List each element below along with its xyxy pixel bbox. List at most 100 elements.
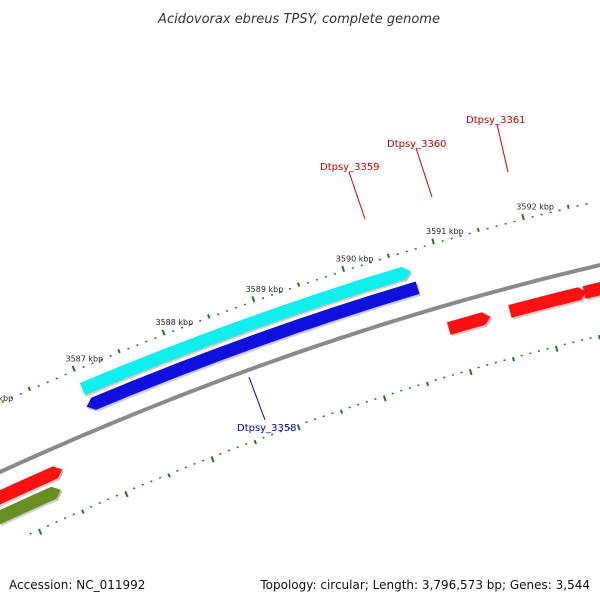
scale-tick	[55, 377, 58, 380]
scale-tick	[136, 344, 139, 347]
scale-tick	[207, 314, 211, 319]
scale-tick	[176, 469, 179, 472]
gene-arrow[interactable]	[0, 486, 61, 525]
gene-label-leader	[248, 376, 266, 421]
scale-tick	[72, 513, 76, 516]
scale-tick	[10, 396, 14, 399]
tick-label: 3590 kbp	[336, 254, 374, 263]
scale-tick	[365, 400, 369, 403]
gene-arrow[interactable]	[79, 266, 411, 395]
gene-label[interactable]: Dtpsy_3358	[237, 423, 297, 434]
scale-tick	[566, 204, 570, 210]
gene-labels: Dtpsy_3358 Dtpsy_3359 Dtpsy_3360 Dtpsy_3361	[237, 115, 526, 434]
scale-tick	[190, 323, 193, 326]
tick-label: 3586 kbp	[0, 394, 13, 403]
scale-tick	[261, 297, 265, 300]
scale-tick	[476, 227, 480, 232]
gene-label-leader	[415, 147, 433, 198]
scale-tick	[225, 309, 229, 313]
scale-tick	[63, 517, 67, 520]
scale-tick	[511, 356, 515, 362]
gene-label-leader	[348, 171, 366, 220]
scale-tick	[341, 265, 346, 273]
accession-text: Accession: NC_011992	[9, 578, 146, 592]
gene-arrow[interactable]	[582, 277, 600, 299]
scale-tick	[333, 272, 337, 275]
scale-tick	[253, 439, 257, 445]
scale-tick	[555, 345, 559, 352]
scale-tick	[89, 505, 93, 508]
scale-tick	[288, 287, 292, 290]
scale-tick	[181, 326, 184, 329]
gene-arrow[interactable]	[0, 466, 63, 508]
tick-label: 3589 kbp	[246, 285, 284, 294]
scale-tick	[227, 449, 231, 452]
scale-tick	[167, 473, 171, 478]
scale-tick	[141, 483, 145, 486]
gene-arrow[interactable]	[508, 287, 587, 318]
scale-tick	[19, 392, 23, 395]
scale-tick	[322, 415, 325, 418]
scale-tick	[193, 462, 196, 465]
scale-tick	[71, 365, 76, 372]
scale-tick	[339, 409, 344, 414]
scale-tick	[115, 494, 119, 497]
scale-tick	[132, 487, 136, 490]
scale-tick	[425, 381, 430, 387]
scale-tick	[150, 480, 153, 483]
scale-tick	[158, 476, 162, 479]
scale-tick	[55, 520, 58, 523]
scale-tick	[172, 330, 175, 333]
scale-tick	[127, 347, 130, 350]
scale-tick	[270, 433, 274, 436]
scale-tick	[234, 306, 238, 309]
scale-tick	[288, 427, 291, 430]
scale-tick	[46, 524, 50, 527]
gene-features	[0, 266, 600, 528]
scale-tick	[198, 319, 202, 322]
scale-tick	[313, 418, 317, 421]
scale-tick	[468, 368, 473, 376]
gene-label[interactable]: Dtpsy_3359	[320, 162, 380, 173]
gene-highlight	[0, 479, 59, 508]
gene-label-leader	[496, 123, 509, 173]
scale-tick	[382, 395, 387, 402]
scale-tick	[279, 290, 283, 293]
scale-tick	[145, 340, 148, 343]
scale-tick	[184, 466, 188, 469]
scale-tick	[306, 281, 310, 284]
scale-tick	[279, 430, 282, 433]
scale-tick	[351, 267, 355, 270]
scale-tick	[100, 358, 103, 361]
scale-tick	[29, 532, 32, 535]
scale-tick	[201, 459, 205, 462]
scale-tick	[251, 296, 256, 303]
gene-label[interactable]: Dtpsy_3360	[387, 139, 447, 150]
scale-tick	[27, 386, 32, 392]
gene-highlight	[0, 499, 57, 528]
scale-tick	[521, 213, 525, 221]
scale-tick	[46, 381, 49, 384]
scale-tick	[117, 348, 121, 354]
tick-label: 3587 kbp	[66, 355, 104, 364]
scale-tick	[405, 250, 408, 253]
scale-tick	[1, 400, 5, 403]
scale-tick	[161, 329, 166, 336]
tick-label: 3591 kbp	[426, 227, 464, 236]
scale-tick	[357, 403, 360, 406]
scale-tick	[98, 501, 101, 505]
scale-tick	[348, 406, 351, 409]
gene-highlight	[84, 280, 406, 398]
scale-tick	[37, 385, 41, 388]
gene-arrow[interactable]	[446, 312, 491, 335]
scale-tick	[305, 421, 308, 424]
gene-arrow[interactable]	[86, 281, 420, 410]
scale-tick	[210, 456, 215, 463]
scale-tick	[262, 436, 265, 439]
gene-label[interactable]: Dtpsy_3361	[466, 115, 526, 126]
scale-tick	[245, 443, 248, 446]
scale-tick	[107, 498, 110, 501]
scale-tick	[109, 354, 112, 357]
